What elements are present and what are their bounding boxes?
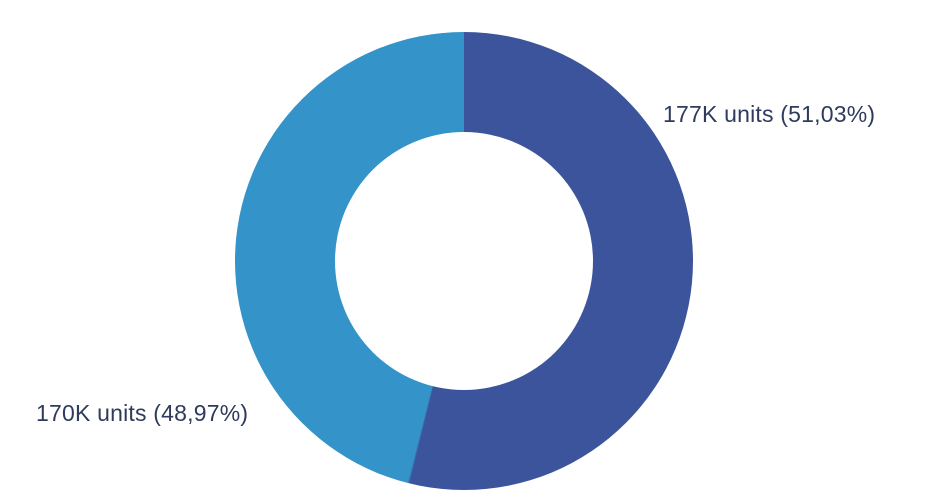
donut-hole: [335, 132, 593, 390]
slice-label-177k-units: 177K units (51,03%): [663, 101, 876, 127]
donut-ring[interactable]: [235, 32, 693, 490]
slice-label-170k-units: 170K units (48,97%): [36, 400, 249, 426]
